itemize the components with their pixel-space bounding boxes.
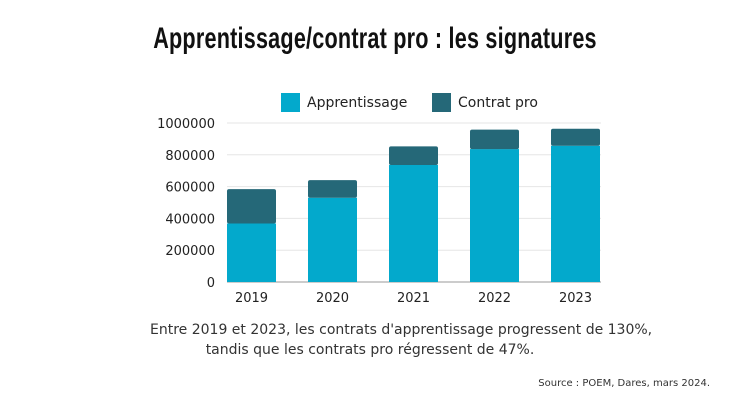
bar-contrat-pro-2019 [227,189,276,224]
caption-line-2: tandis que les contrats pro régressent d… [205,342,535,358]
legend-swatch-apprentissage [281,93,300,112]
x-tick-label: 2019 [235,291,268,306]
x-tick-label: 2021 [397,291,430,306]
y-tick-label: 1000000 [157,117,215,132]
legend-label-contrat-pro: Contrat pro [458,95,538,111]
bar-apprentissage-2019 [227,223,276,282]
bar-apprentissage-2023 [551,145,600,282]
chart-title: Apprentissage/contrat pro : les signatur… [153,22,597,55]
y-tick-label: 0 [207,276,215,291]
bar-contrat-pro-2021 [389,146,438,165]
legend: Apprentissage Contrat pro [281,93,538,112]
x-tick-label: 2023 [559,291,592,306]
bar-contrat-pro-2022 [470,129,519,150]
x-tick-label: 2022 [478,291,511,306]
y-tick-label: 800000 [165,149,215,164]
bar-contrat-pro-2020 [308,180,357,198]
stacked-bar-chart: Apprentissage Contrat pro 0 200000 400000 6… [157,93,601,306]
legend-swatch-contrat-pro [432,93,451,112]
caption-line-1: Entre 2019 et 2023, les contrats d'appre… [150,322,653,338]
bar-apprentissage-2020 [308,197,357,282]
bar-contrat-pro-2023 [551,128,600,146]
y-tick-label: 400000 [165,212,215,227]
legend-label-apprentissage: Apprentissage [307,95,407,111]
source-note: Source : POEM, Dares, mars 2024. [538,378,710,389]
bar-apprentissage-2022 [470,149,519,282]
y-tick-label: 600000 [165,181,215,196]
caption: Entre 2019 et 2023, les contrats d'appre… [150,320,653,360]
y-tick-label: 200000 [165,244,215,259]
x-tick-label: 2020 [316,291,349,306]
bar-apprentissage-2021 [389,164,438,282]
